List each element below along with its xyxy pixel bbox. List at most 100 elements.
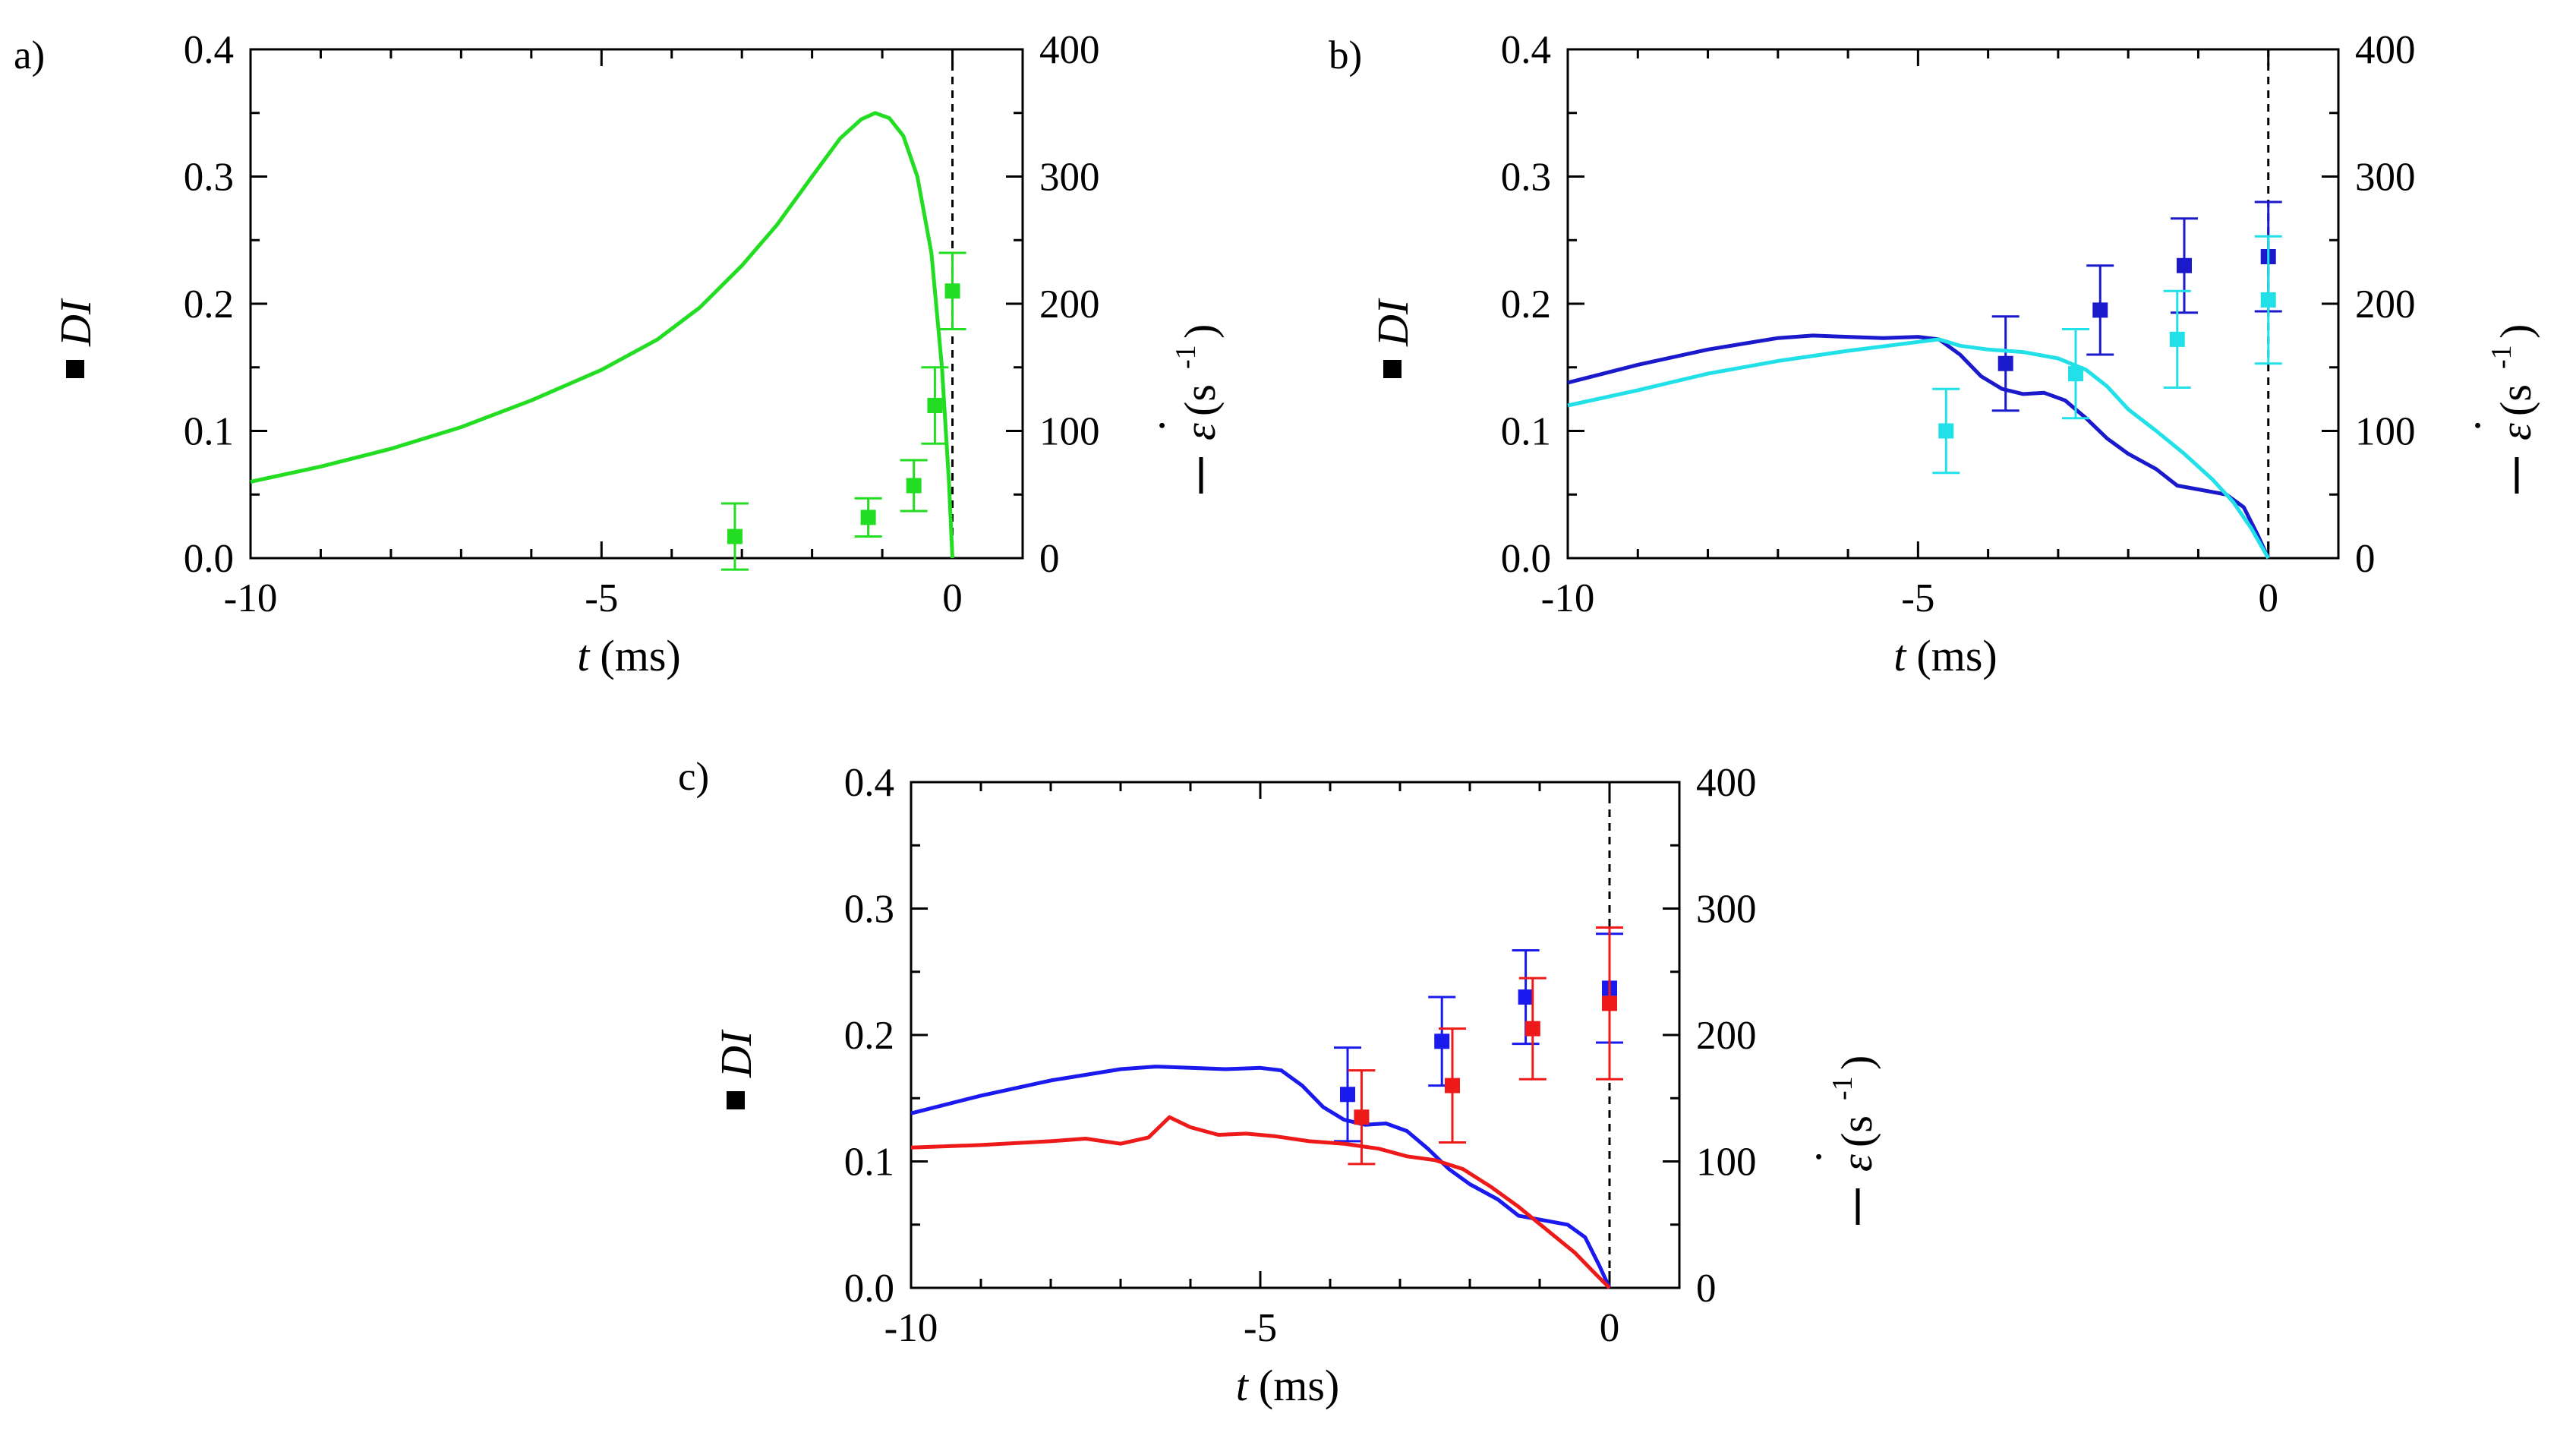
y-left-tick-label: 0.4 (844, 761, 894, 805)
strain-rate-close: ) (2491, 324, 2540, 339)
y-left-axis-title: DI (1368, 298, 1417, 378)
y-right-axis-title: ε· (s -1) (2453, 324, 2540, 494)
di-point (860, 510, 876, 525)
strain-rate-unit: (s (1832, 1115, 1881, 1147)
y-right-axis-title: ε· (s -1) (1137, 324, 1225, 494)
strain-rate-exponent: -1 (1827, 1076, 1859, 1100)
di-point (1602, 996, 1617, 1011)
panel-label: b) (1329, 33, 1362, 77)
panel-label: c) (678, 755, 709, 799)
di-point (2092, 302, 2108, 318)
legend-square-icon (66, 360, 84, 378)
y-right-tick-label: 200 (1039, 282, 1100, 327)
plot-frame (1566, 48, 2340, 560)
strain-rate-line (910, 1115, 1611, 1289)
y-left-axis-title: DI (51, 298, 100, 378)
y-right-tick-label: 0 (1039, 537, 1060, 581)
x-tick-label: -5 (1244, 1306, 1277, 1350)
series-1 (910, 926, 1623, 1289)
di-point (1997, 355, 2013, 371)
x-axis-var: t (1893, 631, 1907, 680)
di-point (1434, 1033, 1450, 1049)
x-tick-label: 0 (1600, 1306, 1620, 1350)
panel-a: a) -10 -5 0 0.0 0.1 0.2 0.3 0.4 0 100 200 300 400 t (ms… (14, 28, 1225, 680)
strain-rate-close: ) (1832, 1055, 1881, 1070)
y-left-tick-label: 0.4 (184, 28, 234, 72)
y-right-tick-label: 300 (1039, 156, 1100, 200)
panel-b: b) -10 -5 0 0.0 0.1 0.2 0.3 0.4 0 100 200 300 400 t (ms… (1329, 28, 2540, 680)
di-point (727, 529, 743, 544)
strain-rate-dot: · (2453, 418, 2502, 433)
y-right-tick-label: 400 (2355, 28, 2416, 72)
strain-rate-unit: (s (2491, 384, 2540, 416)
y-left-tick-label: 0.0 (1501, 537, 1551, 581)
strain-rate-unit: (s (1175, 384, 1225, 416)
di-point (2067, 366, 2083, 382)
x-axis-unit: (ms) (1259, 1361, 1339, 1410)
strain-rate-symbol: ε (1832, 1154, 1881, 1172)
y-left-axis-title: DI (711, 1029, 761, 1109)
y-left-tick-label: 0.1 (1501, 410, 1551, 454)
y-right-tick-label: 0 (1696, 1267, 1717, 1311)
strain-rate-dot: · (1794, 1150, 1843, 1164)
series-0 (250, 111, 966, 571)
y-left-tick-label: 0.3 (1501, 156, 1551, 200)
y-right-tick-label: 200 (2355, 282, 2416, 327)
x-tick-label: -5 (585, 576, 618, 620)
x-tick-label: -10 (884, 1306, 938, 1350)
y-left-axis-label: DI (711, 1029, 761, 1078)
x-axis-title: t (ms) (1893, 631, 1997, 680)
x-axis-var: t (577, 631, 591, 680)
y-right-tick-label: 0 (2355, 537, 2376, 581)
y-left-tick-label: 0.1 (844, 1141, 894, 1185)
legend-square-icon (727, 1091, 745, 1109)
y-left-tick-label: 0.2 (844, 1014, 894, 1058)
legend-square-icon (1383, 360, 1402, 378)
strain-rate-exponent: -1 (2486, 345, 2518, 369)
di-point (2260, 292, 2276, 308)
y-right-axis-title: ε· (s -1) (1794, 1055, 1881, 1225)
y-left-tick-label: 0.2 (1501, 282, 1551, 327)
y-right-tick-label: 400 (1039, 28, 1100, 72)
di-point (1445, 1078, 1460, 1093)
x-tick-label: -10 (224, 576, 278, 620)
x-axis-var: t (1236, 1361, 1250, 1410)
di-point (1524, 1021, 1540, 1037)
strain-rate-line (910, 1065, 1612, 1289)
y-left-tick-label: 0.2 (184, 282, 234, 327)
di-point (927, 398, 943, 413)
y-left-tick-label: 0.0 (844, 1267, 894, 1311)
di-point (944, 283, 960, 299)
series-0 (910, 932, 1623, 1289)
y-left-axis-label: DI (1368, 298, 1417, 347)
strain-rate-line (1567, 337, 2270, 560)
strain-rate-close: ) (1175, 324, 1225, 339)
di-point (1938, 423, 1954, 439)
strain-rate-line (250, 111, 954, 559)
x-tick-label: -5 (1901, 576, 1934, 620)
series-1 (1567, 235, 2282, 560)
y-left-tick-label: 0.3 (184, 156, 234, 200)
x-tick-label: 0 (2258, 576, 2278, 620)
strain-rate-symbol: ε (2491, 423, 2540, 440)
di-point (906, 478, 922, 494)
di-point (1354, 1109, 1370, 1125)
strain-rate-dot: · (1137, 418, 1187, 433)
panel-label: a) (14, 33, 45, 77)
y-right-tick-label: 100 (1696, 1141, 1757, 1185)
y-left-tick-label: 0.4 (1501, 28, 1551, 72)
y-right-tick-label: 200 (1696, 1014, 1757, 1058)
x-axis-unit: (ms) (600, 631, 680, 680)
plot-frame (910, 781, 1681, 1289)
strain-rate-symbol: ε (1175, 423, 1225, 440)
di-point (2177, 257, 2192, 273)
di-point (1340, 1087, 1355, 1103)
x-tick-label: -10 (1541, 576, 1595, 620)
x-axis-title: t (ms) (1236, 1361, 1339, 1410)
y-left-tick-label: 0.0 (184, 537, 234, 581)
x-tick-label: 0 (942, 576, 963, 620)
y-right-tick-label: 300 (1696, 888, 1757, 932)
x-axis-unit: (ms) (1916, 631, 1997, 680)
di-point (2169, 331, 2185, 347)
